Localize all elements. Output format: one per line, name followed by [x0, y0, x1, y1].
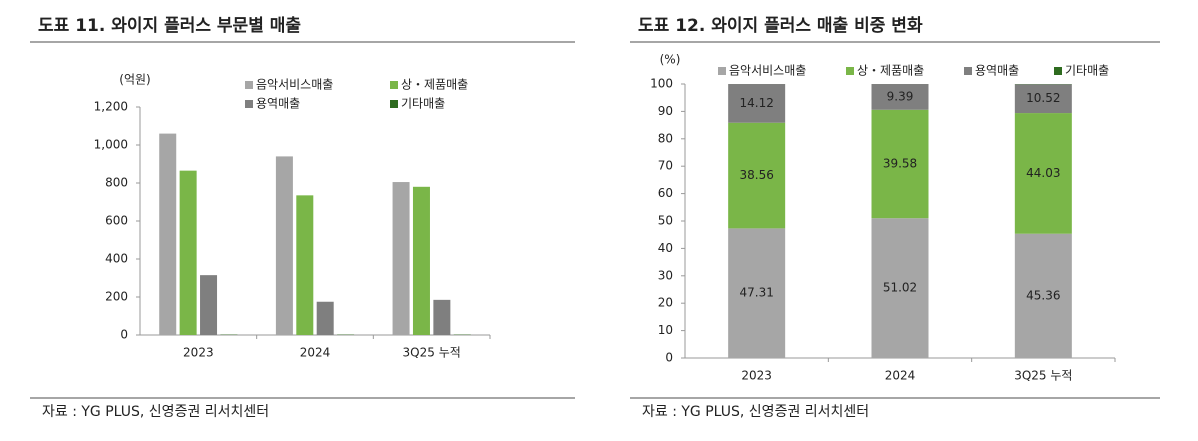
data-label: 10.52 [1026, 91, 1060, 105]
y-tick-label: 80 [658, 131, 673, 145]
bar [180, 171, 197, 335]
x-tick-label: 3Q25 누적 [1014, 369, 1072, 383]
bar [317, 302, 334, 335]
legend-label: 음악서비스매출 [256, 78, 333, 92]
chart-title: 도표 12. 와이지 플러스 매출 비중 변화 [638, 16, 923, 36]
x-tick-label: 2024 [300, 346, 331, 360]
y-tick-label: 50 [658, 214, 673, 228]
y-tick-label: 40 [658, 241, 673, 255]
y-tick-label: 1,000 [94, 138, 128, 152]
legend-swatch [390, 81, 398, 89]
legend-label: 상・제품매출 [401, 78, 468, 92]
data-label: 9.39 [887, 89, 914, 103]
bar [413, 187, 430, 335]
legend-label: 음악서비스매출 [729, 64, 806, 78]
x-tick-label: 3Q25 누적 [403, 346, 461, 360]
y-tick-label: 0 [665, 351, 673, 365]
legend-swatch [390, 100, 398, 108]
legend-label: 상・제품매출 [857, 64, 924, 78]
bar [159, 134, 176, 335]
y-tick-label: 400 [105, 252, 128, 266]
bar [393, 182, 410, 335]
bar [276, 156, 293, 335]
y-tick-label: 600 [105, 214, 128, 228]
x-tick-label: 2023 [741, 369, 772, 383]
legend-label: 기타매출 [401, 97, 445, 111]
data-label: 44.03 [1026, 166, 1060, 180]
data-label: 39.58 [883, 156, 917, 170]
y-tick-label: 30 [658, 268, 673, 282]
y-tick-label: 10 [658, 323, 673, 337]
legend-swatch [846, 67, 854, 75]
data-label: 45.36 [1026, 288, 1060, 302]
y-tick-label: 70 [658, 159, 673, 173]
chart-title: 도표 11. 와이지 플러스 부문별 매출 [38, 16, 301, 36]
bar [433, 300, 450, 335]
y-tick-label: 800 [105, 176, 128, 190]
y-tick-label: 1,200 [94, 100, 128, 114]
legend-swatch [245, 81, 253, 89]
y-tick-label: 0 [120, 328, 128, 342]
legend-label: 용역매출 [975, 64, 1019, 78]
data-label: 51.02 [883, 281, 917, 295]
legend-swatch [1054, 67, 1062, 75]
y-tick-label: 90 [658, 104, 673, 118]
bar [200, 275, 217, 335]
legend-label: 용역매출 [256, 97, 300, 111]
x-tick-label: 2024 [885, 369, 916, 383]
bar [296, 195, 313, 335]
data-label: 38.56 [739, 168, 773, 182]
data-label: 47.31 [739, 286, 773, 300]
legend-swatch [245, 100, 253, 108]
x-tick-label: 2023 [183, 346, 214, 360]
source: 자료 : YG PLUS, 신영증권 리서치센터 [642, 404, 869, 420]
y-tick-label: 100 [650, 77, 673, 91]
y-tick-label: 200 [105, 290, 128, 304]
y-tick-label: 20 [658, 296, 673, 310]
unit-label: (%) [660, 53, 681, 67]
data-label: 14.12 [739, 96, 773, 110]
legend-label: 기타매출 [1065, 64, 1109, 78]
legend-swatch [718, 67, 726, 75]
legend-swatch [964, 67, 972, 75]
y-tick-label: 60 [658, 186, 673, 200]
unit-label: (억원) [119, 73, 150, 87]
source: 자료 : YG PLUS, 신영증권 리서치센터 [42, 404, 269, 420]
